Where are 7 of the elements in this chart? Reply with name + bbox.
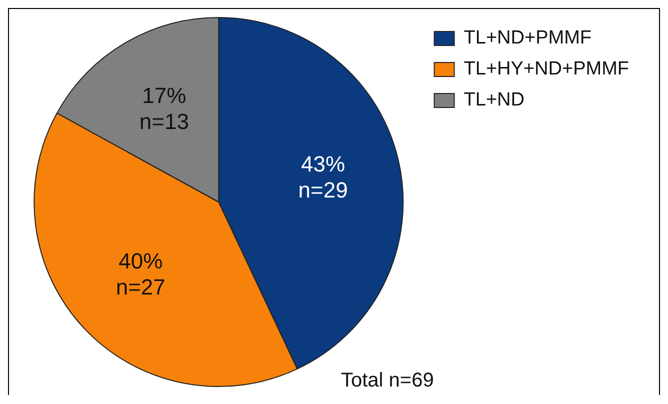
legend-label: TL+ND (464, 90, 524, 111)
legend-label: TL+ND+PMMF (464, 28, 592, 49)
data-label: 40% n=27 (116, 248, 166, 300)
data-label: 17% n=13 (139, 82, 189, 134)
text: Total n=69 (341, 370, 434, 392)
data-label: 43% n=29 (298, 152, 348, 203)
legend-label: TL+HY+ND+PMMF (464, 58, 630, 80)
